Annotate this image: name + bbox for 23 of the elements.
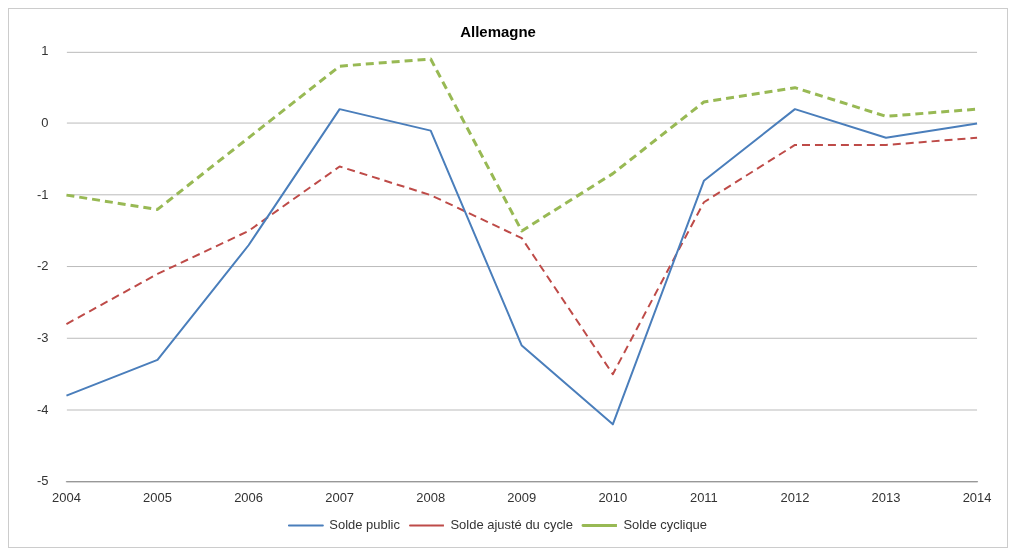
x-tick-label: 2007 (325, 489, 355, 505)
line-series (65, 136, 979, 376)
y-tick-label: -5 (36, 473, 49, 489)
y-tick-label: -3 (36, 329, 49, 345)
legend-label: Solde cyclique (623, 517, 708, 533)
chart-title: Allemagne (460, 23, 536, 41)
legend-label: Solde ajusté du cycle (450, 517, 573, 533)
x-tick-label: 2008 (416, 489, 446, 505)
x-tick-label: 2004 (52, 489, 81, 505)
x-tick-label: 2014 (962, 489, 992, 505)
y-tick-label: 1 (41, 43, 49, 59)
x-tick-label: 2005 (143, 489, 172, 505)
x-tick-label: 2010 (598, 489, 628, 505)
x-tick-label: 2011 (689, 489, 718, 505)
x-tick-label: 2012 (780, 489, 810, 505)
legend-label: Solde public (329, 517, 401, 533)
y-tick-label: -4 (36, 401, 49, 417)
y-tick-label: 0 (41, 115, 49, 131)
y-tick-label: -2 (36, 258, 49, 274)
y-tick-label: -1 (36, 186, 49, 202)
x-tick-label: 2009 (507, 489, 537, 505)
x-tick-label: 2013 (871, 489, 901, 505)
x-tick-label: 2006 (234, 489, 263, 505)
